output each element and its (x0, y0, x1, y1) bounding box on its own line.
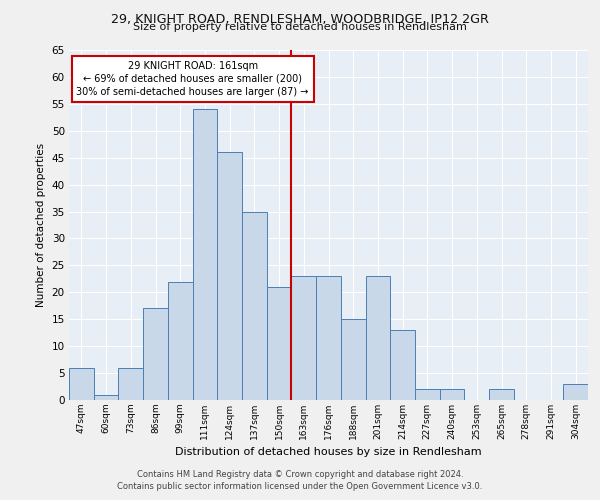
Text: Contains public sector information licensed under the Open Government Licence v3: Contains public sector information licen… (118, 482, 482, 491)
Bar (292, 276, 316, 400)
Bar (143, 308, 168, 400)
Bar (118, 368, 143, 400)
Text: Size of property relative to detached houses in Rendlesham: Size of property relative to detached ho… (133, 22, 467, 32)
Text: 29 KNIGHT ROAD: 161sqm
← 69% of detached houses are smaller (200)
30% of semi-de: 29 KNIGHT ROAD: 161sqm ← 69% of detached… (76, 61, 309, 97)
Bar (563, 384, 588, 400)
Bar (415, 389, 440, 400)
Bar (267, 287, 292, 400)
Bar (193, 109, 217, 400)
Bar (365, 276, 390, 400)
Bar (168, 282, 193, 400)
Text: Contains HM Land Registry data © Crown copyright and database right 2024.: Contains HM Land Registry data © Crown c… (137, 470, 463, 479)
Bar (94, 394, 118, 400)
Bar (242, 212, 267, 400)
Bar (217, 152, 242, 400)
Bar (341, 319, 365, 400)
Bar (69, 368, 94, 400)
Bar (316, 276, 341, 400)
Bar (390, 330, 415, 400)
X-axis label: Distribution of detached houses by size in Rendlesham: Distribution of detached houses by size … (175, 448, 482, 458)
Bar (440, 389, 464, 400)
Y-axis label: Number of detached properties: Number of detached properties (36, 143, 46, 307)
Bar (489, 389, 514, 400)
Text: 29, KNIGHT ROAD, RENDLESHAM, WOODBRIDGE, IP12 2GR: 29, KNIGHT ROAD, RENDLESHAM, WOODBRIDGE,… (111, 12, 489, 26)
